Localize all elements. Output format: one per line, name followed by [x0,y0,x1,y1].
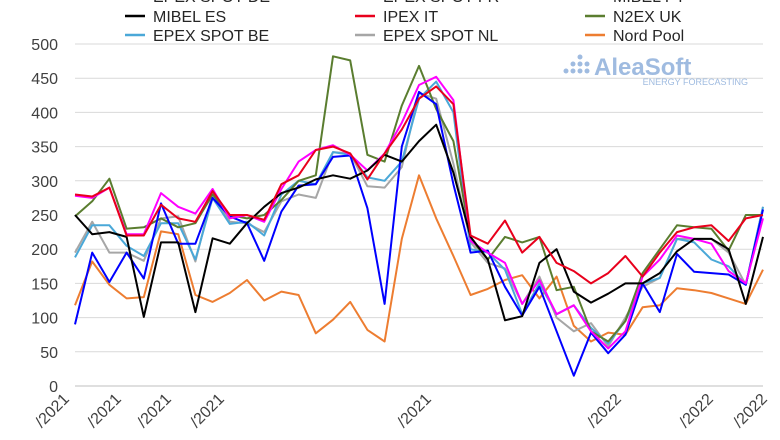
y-axis-ticks: 0 50 100 150 200 250 300 350 400 450 500 [31,37,58,396]
x-tick-label: /2022 [584,391,624,431]
legend-label-cropped: EPEX SPOT DE [153,0,270,6]
x-axis-ticks: /2021/2021/2021/2021/2021/2022/2022/2022 [32,391,770,431]
y-tick-label: 400 [31,105,58,122]
y-tick-label: 50 [40,345,58,362]
series-line-n2ex-uk [74,55,763,343]
series-line-magenta [74,75,764,350]
x-tick-label: /2021 [394,391,434,431]
series-line-ipex-it [74,85,764,285]
aleasoft-logo-icon [563,54,590,74]
y-tick-label: 100 [31,311,58,328]
legend: MIBEL ES IPEX IT N2EX UK EPEX SPOT BE EPEX S… [125,9,684,45]
aleasoft-watermark: AleaSoft ENERGY FORECASTING [563,54,748,87]
x-tick-label: /2021 [84,391,124,431]
series-lines [74,55,764,377]
watermark-brand: AleaSoft [594,54,691,81]
legend-label: MIBEL ES [153,9,226,26]
y-tick-label: 200 [31,242,58,259]
y-tick-label: 150 [31,276,58,293]
x-tick-label: /2021 [32,391,72,431]
y-tick-label: 300 [31,174,58,191]
x-tick-label: /2021 [134,391,174,431]
y-tick-label: 500 [31,37,58,54]
x-tick-label: /2022 [730,391,770,431]
series-line-mibel-pt-blue [74,90,764,377]
y-tick-label: 0 [49,379,58,396]
y-tick-label: 250 [31,208,58,225]
legend-cut-row: EPEX SPOT DE EPEX SPOT FR MIBEL PT [153,0,686,6]
gridlines [75,43,763,387]
legend-label: EPEX SPOT NL [383,28,498,45]
series-line-mibel-es [74,123,764,322]
legend-label-cropped: EPEX SPOT FR [383,0,499,6]
legend-label: N2EX UK [613,9,682,26]
y-tick-label: 450 [31,71,58,88]
legend-label: IPEX IT [383,9,438,26]
y-tick-label: 350 [31,140,58,157]
watermark-tagline: ENERGY FORECASTING [643,77,748,87]
series-line-nord-pool [74,174,764,343]
legend-label: Nord Pool [613,28,684,45]
legend-label-cropped: MIBEL PT [613,0,686,6]
series-line-epex-spot-nl [74,92,764,348]
x-tick-label: /2021 [187,391,227,431]
legend-label: EPEX SPOT BE [153,28,269,45]
x-tick-label: /2022 [676,391,716,431]
